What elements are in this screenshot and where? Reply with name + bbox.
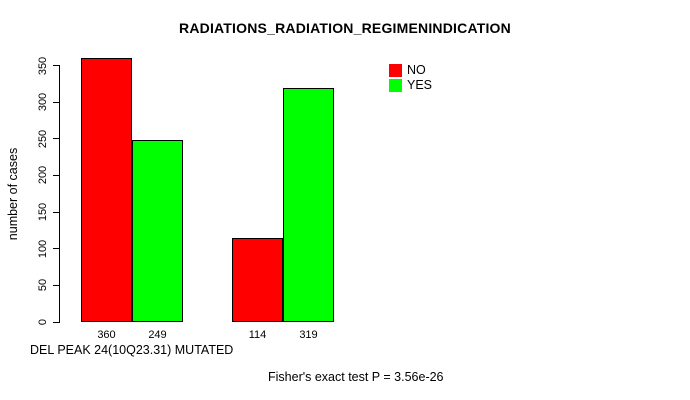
legend-swatch-no — [389, 63, 402, 77]
bar-no-group2 — [232, 238, 283, 322]
y-axis-tick — [53, 174, 60, 176]
legend-item-no: NO — [389, 63, 432, 77]
bar-value-label: 249 — [148, 329, 167, 341]
bar-value-label: 114 — [248, 329, 267, 341]
y-axis-tick — [53, 101, 60, 103]
bar-yes-group2 — [283, 88, 334, 322]
y-axis-line — [59, 66, 60, 323]
y-axis-tick-label: 100 — [37, 239, 49, 258]
y-axis-label: number of cases — [6, 147, 20, 241]
y-axis-tick — [53, 65, 60, 66]
fisher-test-annotation: Fisher's exact test P = 3.56e-26 — [268, 370, 444, 384]
bar-value-label: 360 — [97, 329, 116, 341]
bar-value-label: 319 — [299, 329, 318, 341]
y-axis-tick — [53, 248, 60, 250]
y-axis-tick-label: 350 — [37, 56, 49, 75]
y-axis-tick — [53, 284, 60, 286]
y-axis-tick-label: 250 — [37, 129, 49, 148]
y-axis-tick-label: 300 — [37, 92, 49, 112]
y-axis-tick-label: 0 — [37, 318, 49, 326]
legend: NO YES — [389, 63, 432, 93]
x-axis-label: DEL PEAK 24(10Q23.31) MUTATED — [30, 343, 234, 357]
bar-no-group1 — [81, 58, 132, 322]
y-axis-tick-label: 50 — [37, 279, 49, 292]
bar-yes-group1 — [132, 139, 183, 322]
legend-item-yes: YES — [389, 78, 432, 92]
legend-label-no: NO — [407, 63, 426, 77]
legend-swatch-yes — [389, 78, 402, 92]
legend-label-yes: YES — [407, 78, 433, 92]
y-axis-tick — [53, 321, 60, 323]
y-axis-tick-label: 200 — [37, 166, 49, 185]
y-axis-tick — [53, 211, 60, 213]
chart-title: RADIATIONS_RADIATION_REGIMENINDICATION — [179, 20, 511, 36]
y-axis-tick — [53, 138, 60, 140]
y-axis-tick-label: 150 — [37, 202, 49, 222]
